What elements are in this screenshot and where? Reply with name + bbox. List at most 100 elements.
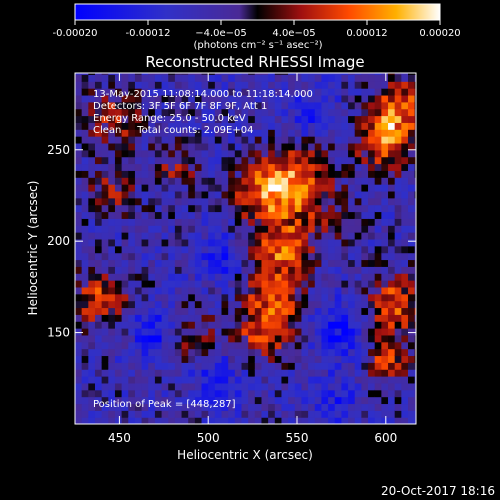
heatmap-cell — [168, 184, 176, 192]
heatmap-cell — [168, 232, 176, 240]
heatmap-cell — [261, 321, 269, 329]
heatmap-cell — [254, 94, 263, 103]
heatmap-cell — [248, 362, 256, 370]
heatmap-cell — [94, 362, 103, 370]
heatmap-cell — [408, 348, 416, 357]
heatmap-cell — [394, 142, 402, 151]
heatmap-cell — [248, 101, 256, 110]
heatmap-cell — [294, 369, 303, 377]
heatmap-cell — [374, 163, 382, 171]
heatmap-cell — [141, 129, 149, 137]
heatmap-cell — [121, 328, 129, 336]
heatmap-cell — [88, 73, 96, 75]
heatmap-cell — [414, 74, 416, 82]
heatmap-cell — [81, 149, 89, 158]
heatmap-cell — [201, 101, 209, 110]
heatmap-cell — [75, 101, 83, 110]
heatmap-cell — [194, 280, 203, 288]
heatmap-cell — [94, 225, 103, 233]
heatmap-cell — [234, 369, 243, 377]
heatmap-cell — [334, 389, 343, 398]
heatmap-cell — [101, 273, 109, 281]
heatmap-cell — [361, 238, 369, 247]
heatmap-cell — [134, 396, 143, 405]
heatmap-cell — [301, 403, 309, 411]
heatmap-cell — [248, 129, 256, 137]
heatmap-cell — [154, 170, 163, 178]
heatmap-cell — [134, 94, 143, 103]
heatmap-cell — [268, 81, 276, 89]
heatmap-cell — [414, 369, 416, 377]
heatmap-cell — [101, 417, 109, 424]
heatmap-cell — [174, 355, 183, 363]
heatmap-cell — [341, 101, 349, 110]
heatmap-cell — [168, 273, 176, 281]
heatmap-cell — [414, 334, 416, 343]
heatmap-cell — [268, 122, 276, 130]
heatmap-cell — [394, 225, 402, 233]
heatmap-cell — [234, 204, 243, 213]
heatmap-cell — [248, 369, 256, 377]
heatmap-cell — [354, 115, 362, 123]
heatmap-cell — [228, 108, 236, 117]
heatmap-cell — [101, 170, 109, 178]
heatmap-cell — [248, 232, 256, 240]
heatmap-cell — [214, 170, 223, 178]
heatmap-cell — [88, 369, 96, 377]
heatmap-cell — [234, 389, 243, 398]
heatmap-cell — [408, 252, 416, 261]
heatmap-cell — [214, 376, 223, 384]
heatmap-cell — [121, 362, 129, 370]
heatmap-cell — [348, 197, 356, 206]
heatmap-cell — [208, 122, 216, 130]
y-tick-label: 200 — [47, 234, 70, 248]
heatmap-cell — [254, 403, 263, 411]
heatmap-cell — [241, 81, 249, 89]
heatmap-cell — [321, 403, 329, 411]
heatmap-cell — [348, 115, 356, 123]
heatmap-cell — [214, 259, 223, 267]
heatmap-cell — [194, 328, 203, 336]
heatmap-cell — [274, 163, 283, 171]
heatmap-cell — [414, 376, 416, 384]
heatmap-cell — [254, 410, 263, 418]
heatmap-cell — [294, 417, 303, 424]
heatmap-cell — [248, 218, 256, 226]
heatmap-cell — [281, 170, 289, 178]
heatmap-cell — [368, 341, 376, 350]
heatmap-cell — [354, 328, 362, 336]
heatmap-cell — [94, 184, 103, 192]
heatmap-cell — [201, 389, 209, 398]
heatmap-cell — [348, 252, 356, 261]
heatmap-cell — [81, 259, 89, 267]
heatmap-cell — [328, 184, 336, 192]
heatmap-cell — [321, 376, 329, 384]
heatmap-cell — [148, 81, 156, 89]
heatmap-cell — [208, 238, 216, 247]
heatmap-cell — [388, 334, 396, 343]
heatmap-cell — [261, 136, 269, 144]
heatmap-cell — [268, 149, 276, 158]
heatmap-cell — [414, 142, 416, 151]
heatmap-cell — [408, 88, 416, 96]
heatmap-cell — [201, 115, 209, 123]
heatmap-cell — [201, 259, 209, 267]
heatmap-cell — [328, 286, 336, 295]
heatmap-cell — [414, 293, 416, 302]
heatmap-cell — [241, 403, 249, 411]
heatmap-image — [75, 73, 416, 424]
heatmap-cell — [248, 115, 256, 123]
heatmap-cell — [201, 334, 209, 343]
heatmap-cell — [408, 177, 416, 185]
heatmap-cell — [274, 252, 283, 261]
heatmap-cell — [141, 252, 149, 261]
heatmap-cell — [361, 307, 369, 315]
heatmap-cell — [381, 108, 389, 117]
heatmap-cell — [288, 403, 296, 411]
heatmap-cell — [334, 88, 343, 96]
heatmap-cell — [408, 142, 416, 151]
heatmap-cell — [181, 266, 189, 274]
heatmap-cell — [288, 245, 296, 254]
heatmap-cell — [88, 136, 96, 144]
heatmap-cell — [354, 245, 362, 254]
